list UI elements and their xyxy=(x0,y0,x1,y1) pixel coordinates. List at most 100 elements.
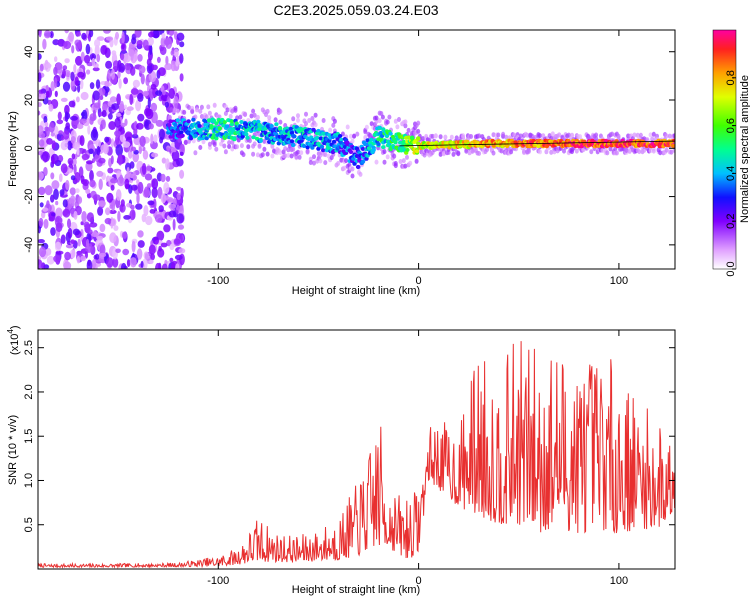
spectrogram-halo-cell xyxy=(257,143,262,149)
spectrogram-noise-cell xyxy=(136,192,140,205)
colorbar-tick-label: 0.2 xyxy=(725,214,737,229)
spectrogram-noise-cell xyxy=(54,77,58,89)
spectrogram-noise-cell xyxy=(96,145,101,156)
spectrogram-noise-cell xyxy=(105,36,114,41)
spectrogram-halo-cell xyxy=(166,147,171,153)
spectrogram-track-cell xyxy=(239,120,244,124)
spectrogram-track-cell xyxy=(378,130,384,135)
spectrogram-noise-cell xyxy=(117,154,123,166)
spectrogram-track-cell xyxy=(536,144,541,149)
colorbar-tick-label: 0.6 xyxy=(725,118,737,133)
spectrogram-noise-cell xyxy=(136,179,140,185)
colorbar-ticks: 0.0 0.2 0.4 0.6 0.8 xyxy=(725,70,737,276)
spectrogram-noise-cell xyxy=(76,146,80,156)
spectrogram-noise-cell xyxy=(115,144,123,157)
spectrogram-noise-cell xyxy=(119,100,125,113)
spectrogram-halo-cell xyxy=(456,150,461,156)
spectrogram-noise-cell xyxy=(85,188,91,194)
spectrogram-noise-cell xyxy=(73,164,77,175)
spectrogram-noise-cell xyxy=(153,134,158,143)
spectrogram-noise-cell xyxy=(168,30,175,36)
spectrogram-noise-cell xyxy=(120,262,127,269)
spectrogram-halo-cell xyxy=(304,111,308,117)
spectrogram-noise-cell xyxy=(39,63,44,72)
spectrogram-noise-cell xyxy=(50,194,55,203)
spectrogram-noise-cell xyxy=(179,169,185,179)
spectrogram-noise-cell xyxy=(46,200,50,209)
snr-xtick-label: 100 xyxy=(610,575,628,587)
spectrogram-halo-cell xyxy=(570,132,574,138)
spectrogram-halo-cell xyxy=(416,128,421,134)
spectrogram-halo-cell xyxy=(433,133,438,139)
spectrogram-halo-cell xyxy=(350,138,355,144)
spectrogram-halo-cell xyxy=(273,117,278,123)
spectrogram-noise-cell xyxy=(68,168,73,173)
spectrogram-noise-cell xyxy=(165,55,169,66)
spectrogram-halo-cell xyxy=(594,136,599,142)
spectrogram-noise-cell xyxy=(131,133,139,139)
spectrogram-noise-cell xyxy=(137,54,143,62)
spectrogram-noise-cell xyxy=(80,79,84,90)
spectrogram-noise-cell xyxy=(122,141,131,148)
spectrogram-noise-cell xyxy=(44,122,49,127)
spectrogram-xtick-label: 100 xyxy=(610,275,628,287)
spectrogram-noise-cell xyxy=(57,111,62,121)
spectrogram-noise-cell xyxy=(145,108,154,120)
spectrogram-halo-cell xyxy=(296,117,300,123)
spectrogram-halo-cell xyxy=(180,144,185,150)
spectrogram-halo-cell xyxy=(270,143,275,149)
snr-ytick-label: 1.5 xyxy=(23,429,35,444)
spectrogram-halo-cell xyxy=(374,159,379,165)
spectrogram-noise-cell xyxy=(43,30,51,39)
spectrogram-halo-cell xyxy=(374,115,379,121)
spectrogram-noise-cell xyxy=(161,157,167,164)
spectrogram-track-cell xyxy=(398,140,403,145)
spectrogram-noise-cell xyxy=(164,101,170,108)
spectrogram-halo-cell xyxy=(183,140,188,146)
spectrogram-track-cell xyxy=(327,138,332,143)
spectrogram-noise-cell xyxy=(137,240,145,248)
spectrogram-track-cell xyxy=(193,133,198,138)
spectrogram-track-cell xyxy=(337,134,343,138)
spectrogram-noise-cell xyxy=(139,135,146,147)
spectrogram-noise-cell xyxy=(131,240,136,253)
spectrogram-noise-cell xyxy=(55,217,60,223)
spectrogram-track-cell xyxy=(188,136,194,141)
spectrogram-noise-cell xyxy=(41,93,46,100)
spectrogram-track-cell xyxy=(376,142,381,147)
spectrogram-noise-cell xyxy=(46,255,55,265)
spectrogram-noise-cell xyxy=(45,84,49,93)
spectrogram-halo-cell xyxy=(403,123,408,129)
spectrogram-ytick-label: 20 xyxy=(23,94,35,106)
snr-ytick-label: 2.5 xyxy=(23,340,35,355)
spectrogram-noise-cell xyxy=(38,217,44,228)
spectrogram-noise-cell xyxy=(110,218,117,227)
spectrogram-noise-cell xyxy=(173,48,179,58)
spectrogram-noise-cell xyxy=(38,102,42,108)
spectrogram-noise-cell xyxy=(95,139,101,149)
spectrogram-noise-cell xyxy=(60,140,68,151)
spectrogram-noise-cell xyxy=(176,192,181,201)
spectrogram-noise-cell xyxy=(38,246,47,258)
spectrogram-halo-cell xyxy=(169,107,174,113)
spectrogram-noise-cell xyxy=(62,208,71,218)
spectrogram-noise-cell xyxy=(70,115,78,121)
spectrogram-halo-cell xyxy=(377,118,382,124)
spectrogram-track-cell xyxy=(319,144,325,149)
spectrogram-noise-cell xyxy=(94,44,100,57)
spectrogram-noise-cell xyxy=(109,232,117,244)
spectrogram-halo-cell xyxy=(265,108,270,114)
spectrogram-track-cell xyxy=(197,123,202,128)
spectrogram-noise-cell xyxy=(103,30,111,34)
spectrogram-noise-cell xyxy=(179,73,184,82)
spectrogram-noise-cell xyxy=(135,203,143,210)
spectrogram-halo-cell xyxy=(252,141,257,147)
spectrogram-noise-cell xyxy=(42,207,49,212)
spectrogram-halo-cell xyxy=(401,158,406,164)
spectrogram-noise-cell xyxy=(110,184,115,191)
spectrogram-noise-cell xyxy=(66,76,70,81)
spectrogram-noise-cell xyxy=(154,214,163,223)
spectrogram-noise-cell xyxy=(163,38,171,46)
spectrogram-halo-cell xyxy=(312,154,316,160)
spectrogram-halo-cell xyxy=(265,151,270,157)
